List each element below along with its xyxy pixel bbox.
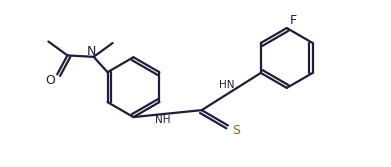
Text: S: S xyxy=(232,124,240,137)
Text: F: F xyxy=(290,14,297,27)
Text: NH: NH xyxy=(156,115,171,125)
Text: N: N xyxy=(87,45,97,57)
Text: HN: HN xyxy=(219,80,235,90)
Text: O: O xyxy=(46,74,56,88)
